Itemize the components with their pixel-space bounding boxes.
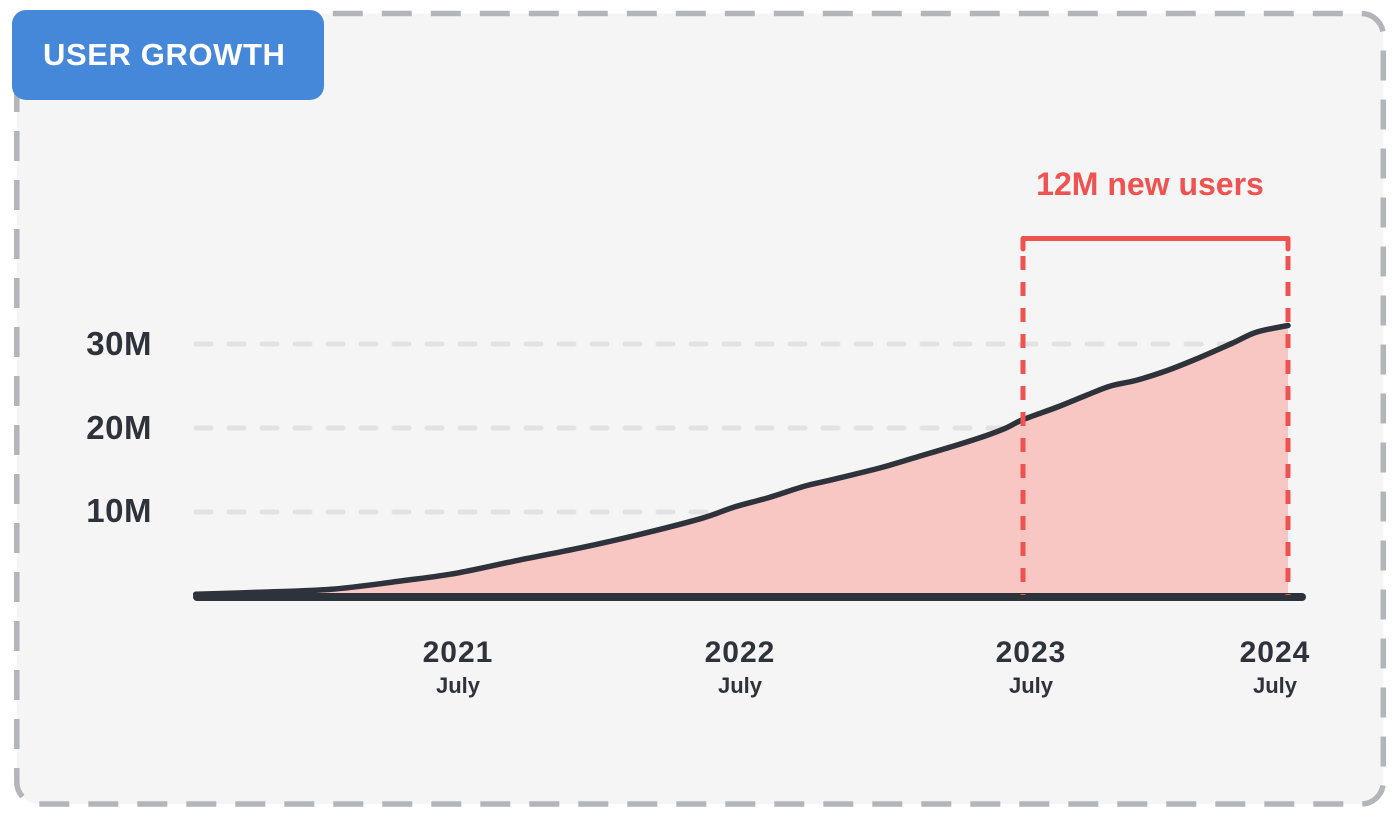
x-tick-2022: 2022 July xyxy=(705,636,776,700)
x-tick-year: 2021 xyxy=(422,636,494,669)
x-tick-month: July xyxy=(1252,673,1298,698)
x-tick-2024: 2024 July xyxy=(1240,636,1311,700)
x-tick-year: 2022 xyxy=(704,636,776,669)
x-tick-month: July xyxy=(717,673,763,698)
annotation-label: 12M new users xyxy=(1036,166,1264,202)
y-axis-label-30m: 30M xyxy=(86,325,152,362)
y-axis-label-20m: 20M xyxy=(86,409,152,446)
x-tick-month: July xyxy=(435,673,481,698)
title-badge: USER GROWTH xyxy=(12,10,324,100)
x-tick-year: 2024 xyxy=(1239,636,1311,669)
x-tick-2023: 2023 July xyxy=(996,636,1067,700)
x-tick-2021: 2021 July xyxy=(423,636,494,700)
x-tick-month: July xyxy=(1008,673,1054,698)
chart-layers xyxy=(14,10,1387,807)
y-axis-label-10m: 10M xyxy=(86,492,152,529)
chart-title: USER GROWTH xyxy=(43,37,286,72)
x-tick-year: 2023 xyxy=(995,636,1067,669)
